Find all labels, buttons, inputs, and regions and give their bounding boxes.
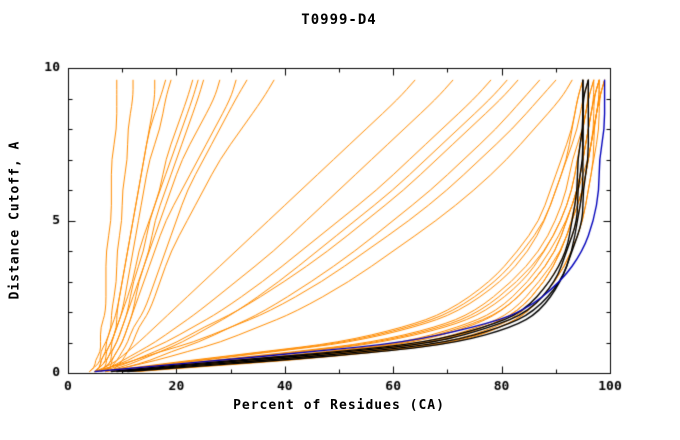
chart-title: T0999-D4 [301, 12, 377, 28]
x-axis-label: Percent of Residues (CA) [233, 398, 445, 413]
y-axis-label: Distance Cutoff, A [7, 140, 23, 300]
